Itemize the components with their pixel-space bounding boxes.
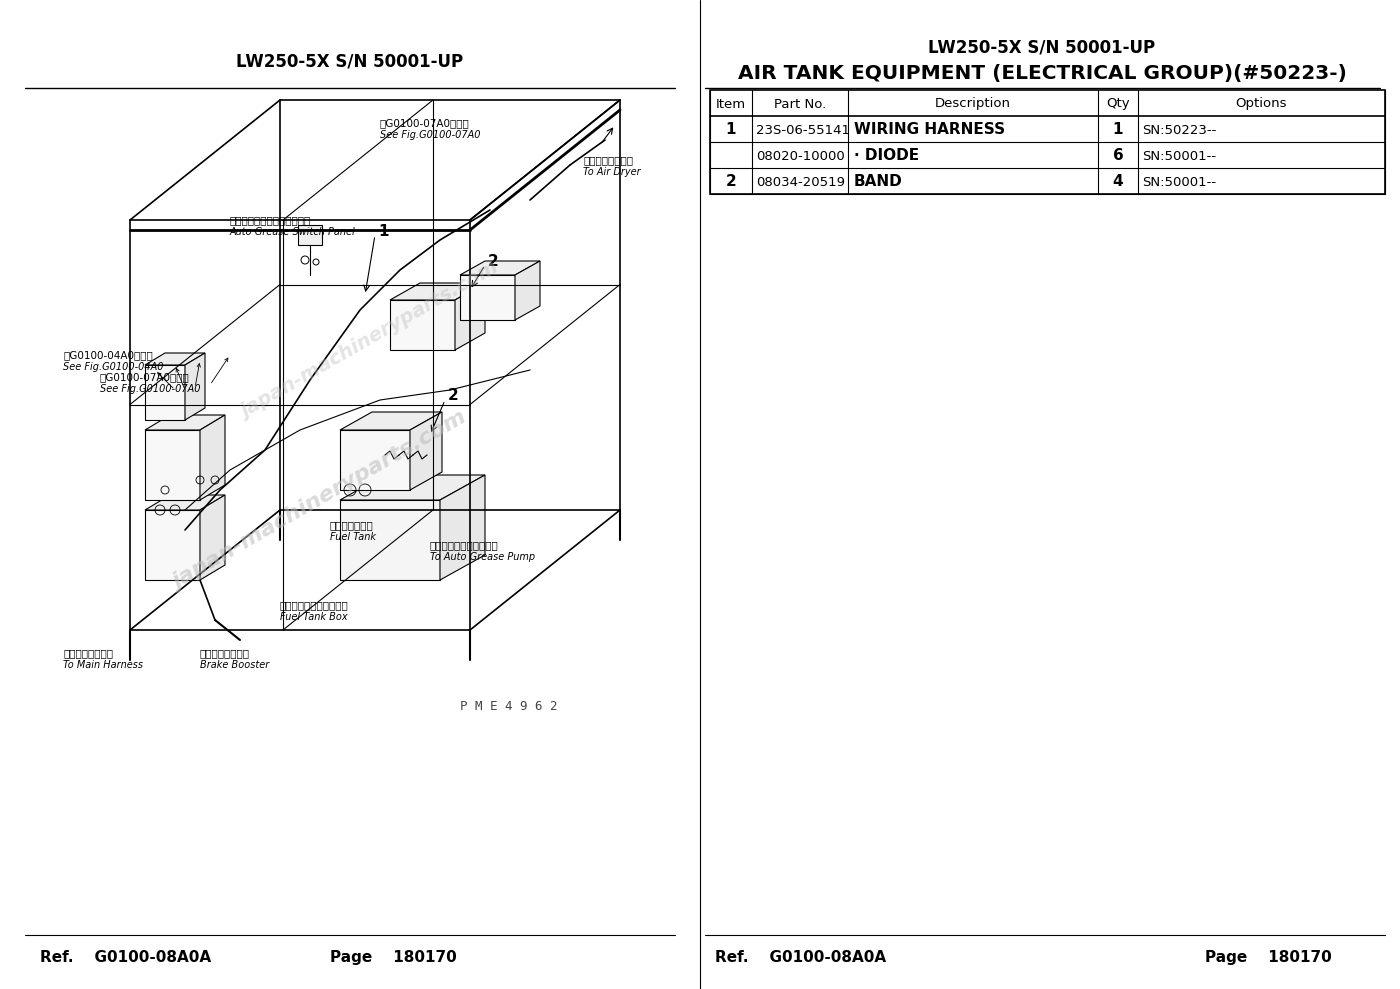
Polygon shape <box>146 510 200 580</box>
Text: Page    180170: Page 180170 <box>1205 950 1331 965</box>
Text: 2: 2 <box>725 174 736 190</box>
Polygon shape <box>340 412 442 430</box>
Polygon shape <box>391 300 455 350</box>
Text: To Auto Grease Pump: To Auto Grease Pump <box>430 552 535 562</box>
Text: P M E 4 9 6 2: P M E 4 9 6 2 <box>461 700 557 713</box>
Polygon shape <box>340 500 440 580</box>
Polygon shape <box>146 415 225 430</box>
Text: See Fig.G0100-07A0: See Fig.G0100-07A0 <box>379 130 480 140</box>
Text: SN:50001--: SN:50001-- <box>1142 149 1217 162</box>
Text: 第G0100-07A0図参照: 第G0100-07A0図参照 <box>379 118 470 128</box>
Polygon shape <box>440 475 484 580</box>
Text: 1: 1 <box>1113 123 1123 137</box>
Polygon shape <box>146 353 204 365</box>
Text: SN:50223--: SN:50223-- <box>1142 124 1217 136</box>
Text: AIR TANK EQUIPMENT (ELECTRICAL GROUP)(#50223-): AIR TANK EQUIPMENT (ELECTRICAL GROUP)(#5… <box>738 64 1347 83</box>
Text: To Air Dryer: To Air Dryer <box>582 167 641 177</box>
Text: オートグリススイッチパネル: オートグリススイッチパネル <box>230 215 311 225</box>
Polygon shape <box>340 430 410 490</box>
Text: See Fig.G0100-04A0: See Fig.G0100-04A0 <box>63 362 164 372</box>
Polygon shape <box>185 353 204 420</box>
Polygon shape <box>391 283 484 300</box>
Polygon shape <box>200 495 225 580</box>
Text: 1: 1 <box>725 123 736 137</box>
Text: ブレーキブースタ: ブレーキブースタ <box>200 648 251 658</box>
Text: Page    180170: Page 180170 <box>330 950 456 965</box>
Text: See Fig.G0100-07A0: See Fig.G0100-07A0 <box>99 384 200 394</box>
Text: 第G0100-04A0図参照: 第G0100-04A0図参照 <box>63 350 153 360</box>
Text: japan-machineryparts.com: japan-machineryparts.com <box>169 407 470 592</box>
Polygon shape <box>461 261 540 275</box>
Polygon shape <box>146 430 200 500</box>
Text: LW250-5X S/N 50001-UP: LW250-5X S/N 50001-UP <box>928 39 1155 57</box>
Text: To Main Harness: To Main Harness <box>63 660 143 670</box>
Polygon shape <box>146 365 185 420</box>
Text: Qty: Qty <box>1106 98 1130 111</box>
Polygon shape <box>461 275 515 320</box>
Text: BAND: BAND <box>854 174 903 190</box>
Text: 08034-20519: 08034-20519 <box>756 175 846 189</box>
Polygon shape <box>340 475 484 500</box>
Polygon shape <box>515 261 540 320</box>
Text: メインハーネスへ: メインハーネスへ <box>63 648 113 658</box>
Polygon shape <box>200 415 225 500</box>
Polygon shape <box>298 225 322 245</box>
Text: 2: 2 <box>489 253 498 268</box>
Text: Fuel Tank Box: Fuel Tank Box <box>280 612 347 622</box>
Text: 08020-10000: 08020-10000 <box>756 149 844 162</box>
Text: Item: Item <box>715 98 746 111</box>
Polygon shape <box>455 283 484 350</box>
Text: Ref.    G0100-08A0A: Ref. G0100-08A0A <box>715 950 886 965</box>
Text: Options: Options <box>1236 98 1287 111</box>
Text: 23S-06-55141: 23S-06-55141 <box>756 124 850 136</box>
Text: japan-machineryparts.com: japan-machineryparts.com <box>238 258 503 421</box>
Polygon shape <box>410 412 442 490</box>
Text: · DIODE: · DIODE <box>854 148 920 163</box>
Text: Brake Booster: Brake Booster <box>200 660 269 670</box>
Text: LW250-5X S/N 50001-UP: LW250-5X S/N 50001-UP <box>237 53 463 71</box>
Text: Auto Grease Switch Panel: Auto Grease Switch Panel <box>230 227 356 237</box>
Text: 2: 2 <box>448 389 459 404</box>
Text: フゥエルタンク: フゥエルタンク <box>330 520 374 530</box>
Text: Part No.: Part No. <box>774 98 826 111</box>
Text: 6: 6 <box>1113 148 1123 163</box>
Text: SN:50001--: SN:50001-- <box>1142 175 1217 189</box>
Text: 第G0100-07A0図参照: 第G0100-07A0図参照 <box>99 372 190 382</box>
Text: Ref.    G0100-08A0A: Ref. G0100-08A0A <box>41 950 211 965</box>
Text: フゥエルタンクボックス: フゥエルタンクボックス <box>280 600 349 610</box>
Text: オートグリースポンプへ: オートグリースポンプへ <box>430 540 498 550</box>
Text: Description: Description <box>935 98 1011 111</box>
Text: WIRING HARNESS: WIRING HARNESS <box>854 123 1005 137</box>
Text: エアードライヤへ: エアードライヤへ <box>582 155 633 165</box>
Text: 1: 1 <box>378 225 389 239</box>
Polygon shape <box>146 495 225 510</box>
Text: 4: 4 <box>1113 174 1123 190</box>
Text: Fuel Tank: Fuel Tank <box>330 532 377 542</box>
